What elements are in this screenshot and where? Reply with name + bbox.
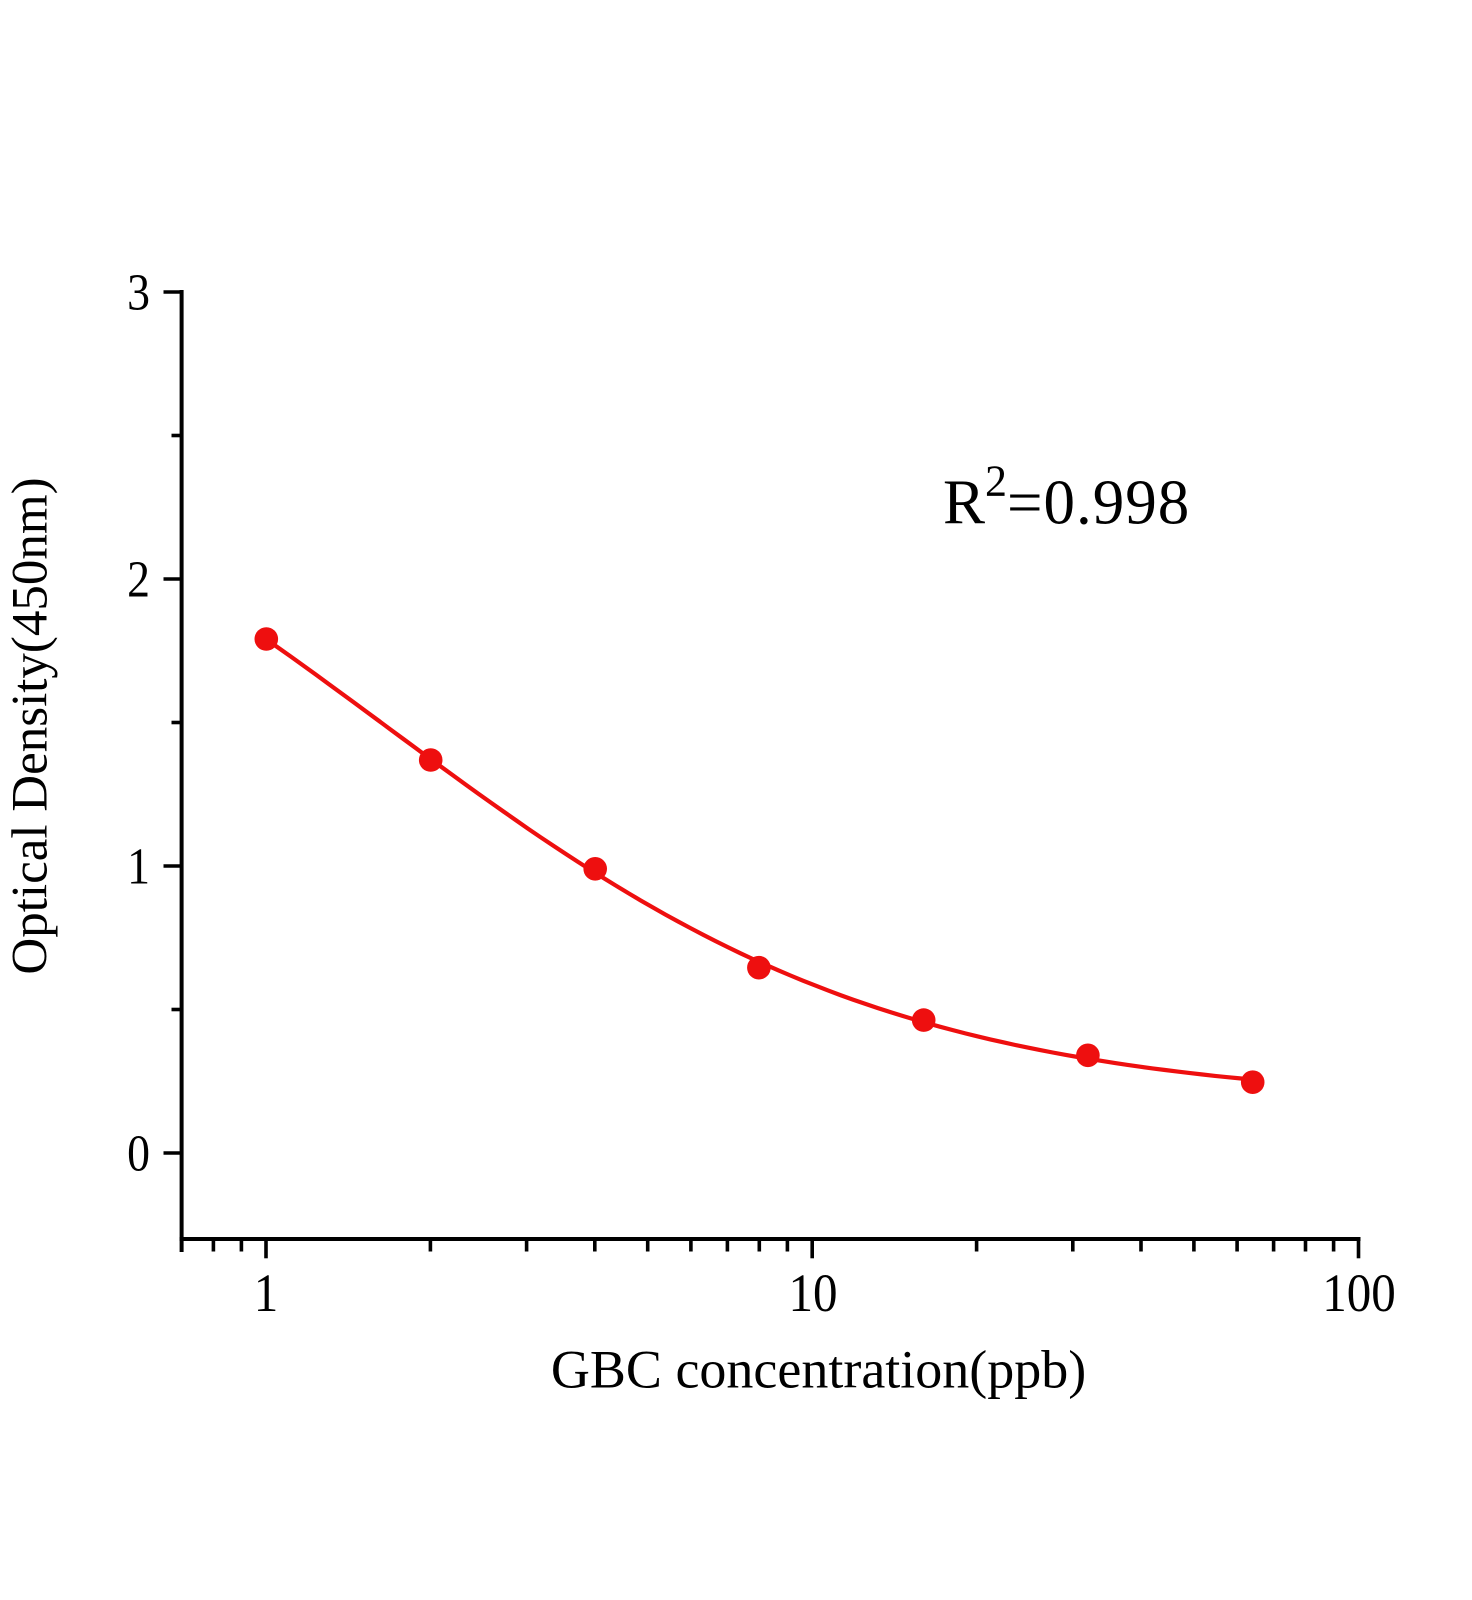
svg-text:1: 1 (254, 1264, 279, 1324)
svg-text:0: 0 (127, 1124, 150, 1182)
svg-text:100: 100 (1322, 1264, 1396, 1324)
svg-text:3: 3 (127, 263, 150, 321)
svg-text:10: 10 (788, 1264, 837, 1324)
svg-text:R2=0.998: R2=0.998 (943, 457, 1190, 538)
svg-text:1: 1 (127, 837, 150, 895)
svg-text:Optical Density(450nm): Optical Density(450nm) (3, 477, 59, 974)
svg-text:GBC concentration(ppb): GBC concentration(ppb) (551, 1340, 1086, 1400)
svg-text:2: 2 (127, 550, 150, 608)
